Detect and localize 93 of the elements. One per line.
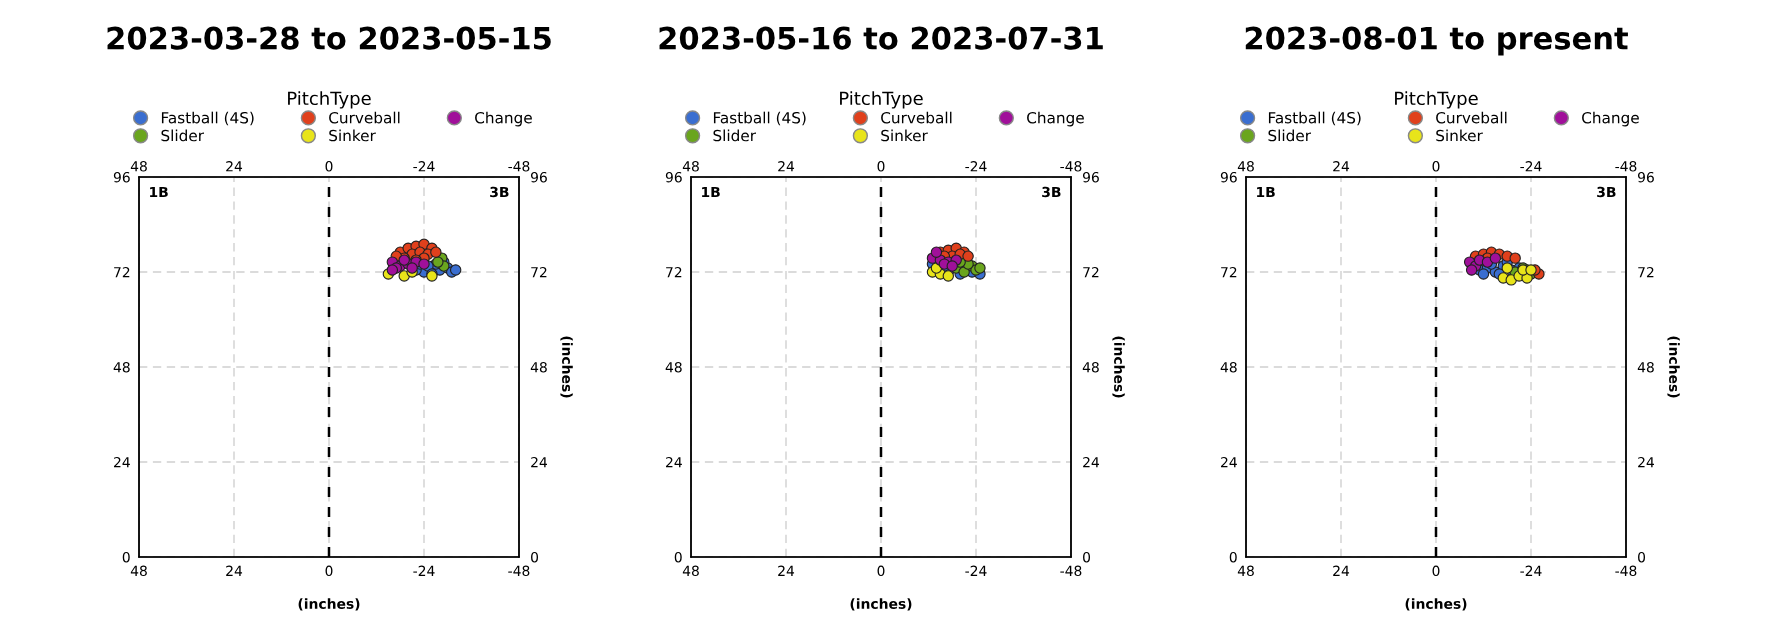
legend-label: Fastball (4S): [713, 111, 806, 126]
x2-tick-label: -48: [508, 565, 530, 577]
x2-tick-label: -24: [965, 565, 987, 576]
y2-tick-label: 96: [1637, 171, 1654, 183]
y2-tick-label: 0: [531, 551, 539, 563]
legend-label: Change: [1027, 111, 1084, 127]
y-tick-label: 48: [665, 361, 682, 373]
y-tick-label: 72: [666, 266, 682, 278]
x2-tick-label: 24: [778, 565, 795, 576]
y2-tick-label: 24: [1638, 456, 1655, 468]
x2-tick-label: 0: [325, 565, 333, 577]
chart-title: 2023-05-16 to 2023-07-31: [659, 26, 1103, 50]
legend-label: Change: [475, 111, 532, 127]
y-tick-label: 24: [1221, 456, 1237, 468]
y-tick-label: 48: [1220, 361, 1237, 373]
x2-tick-label: 0: [877, 565, 885, 577]
y2-tick-label: 24: [1083, 456, 1100, 468]
y2-tick-label: 0: [1083, 551, 1091, 563]
annotation: 3B: [1597, 186, 1616, 198]
legend-title: PitchType: [840, 91, 923, 109]
x-tick-label: 0: [325, 161, 333, 172]
x2-tick-label: 48: [1237, 565, 1254, 577]
legend-title: PitchType: [288, 91, 371, 109]
annotation: 1B: [1257, 186, 1275, 198]
x2-tick-label: -48: [1060, 565, 1082, 577]
y-tick-label: 72: [114, 266, 130, 278]
y-tick-label: 0: [674, 551, 682, 563]
y2-tick-label: 96: [1082, 171, 1099, 183]
y-tick-label: 48: [113, 361, 130, 373]
x-tick-label: -24: [413, 161, 435, 172]
y2-tick-label: 48: [530, 361, 547, 373]
y-tick-label: 96: [1220, 171, 1237, 183]
x-tick-label: 0: [1432, 161, 1440, 172]
legend-label: Curveball: [1436, 111, 1507, 124]
x2-tick-label: -24: [413, 565, 435, 576]
x-tick-label: -24: [965, 161, 987, 172]
x-tick-label: 24: [226, 161, 243, 172]
x-tick-label: 0: [877, 161, 885, 172]
x-tick-label: -48: [508, 161, 530, 172]
legend-label: Sinker: [881, 129, 928, 142]
x-axis-title: (inches): [1405, 598, 1467, 611]
y2-axis-title: (inches): [560, 336, 573, 398]
x2-tick-label: 0: [1432, 565, 1440, 577]
y2-tick-label: 24: [531, 456, 548, 468]
x-tick-label: 48: [682, 161, 699, 172]
legend-label: Sinker: [329, 129, 376, 142]
y2-tick-label: 72: [531, 266, 547, 278]
y-tick-label: 72: [1221, 266, 1237, 278]
annotation: 1B: [702, 186, 720, 198]
x-tick-label: 48: [130, 161, 147, 172]
chart-title: 2023-08-01 to present: [1245, 26, 1628, 56]
legend-label: Fastball (4S): [161, 111, 254, 126]
legend-label: Curveball: [329, 111, 400, 124]
chart-title: 2023-03-28 to 2023-05-15: [107, 26, 551, 50]
y-tick-label: 0: [1229, 551, 1237, 563]
legend-label: Slider: [713, 129, 757, 142]
legend-label: Slider: [1268, 129, 1312, 142]
y2-axis-title: (inches): [1667, 336, 1680, 398]
x-tick-label: 48: [1237, 161, 1254, 172]
x-axis-title: (inches): [850, 598, 912, 611]
legend-label: Curveball: [881, 111, 952, 124]
y-tick-label: 24: [666, 456, 682, 468]
y2-axis-title: (inches): [1112, 336, 1125, 398]
x2-tick-label: 48: [682, 565, 699, 577]
x-tick-label: 24: [1333, 161, 1350, 172]
y2-tick-label: 0: [1638, 551, 1646, 563]
y-tick-label: 24: [114, 456, 130, 468]
x-tick-label: -24: [1520, 161, 1542, 172]
annotation: 3B: [1042, 186, 1061, 198]
x2-tick-label: -24: [1520, 565, 1542, 576]
x-tick-label: -48: [1060, 161, 1082, 172]
x-tick-label: 24: [778, 161, 795, 172]
legend-title: PitchType: [1395, 91, 1478, 109]
legend-label: Change: [1582, 111, 1639, 127]
y-tick-label: 0: [122, 551, 130, 563]
x-tick-label: -48: [1615, 161, 1637, 172]
y2-tick-label: 96: [530, 171, 547, 183]
y-tick-label: 96: [665, 171, 682, 183]
y2-tick-label: 48: [1082, 361, 1099, 373]
legend-label: Sinker: [1436, 129, 1483, 142]
annotation: 1B: [150, 186, 168, 198]
x2-tick-label: 24: [1333, 565, 1350, 576]
x2-tick-label: 48: [130, 565, 147, 577]
x2-tick-label: -48: [1615, 565, 1637, 577]
legend-label: Fastball (4S): [1268, 111, 1361, 126]
annotation: 3B: [490, 186, 509, 198]
y2-tick-label: 72: [1083, 266, 1099, 278]
y2-tick-label: 72: [1638, 266, 1654, 278]
legend-label: Slider: [161, 129, 205, 142]
x2-tick-label: 24: [226, 565, 243, 576]
y2-tick-label: 48: [1637, 361, 1654, 373]
y-tick-label: 96: [113, 171, 130, 183]
x-axis-title: (inches): [298, 598, 360, 611]
